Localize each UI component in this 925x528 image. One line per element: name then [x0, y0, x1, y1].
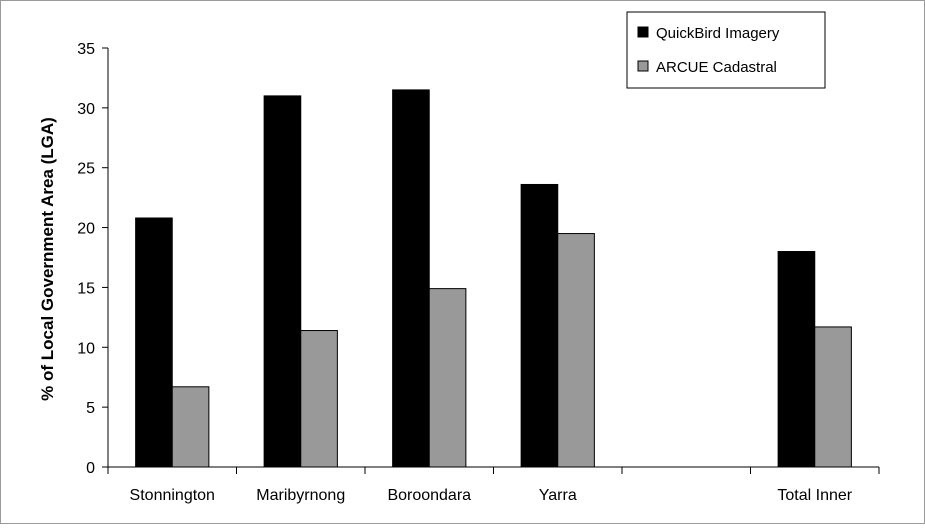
y-tick-label: 35 [77, 41, 95, 58]
legend-swatch-arcue-cadastral [637, 60, 649, 72]
y-tick-label: 20 [77, 221, 95, 238]
bar-arcue-cadastral-maribyrnong [300, 330, 338, 468]
x-tick-label-maribyrnong: Maribyrnong [256, 487, 345, 504]
bar-quickbird-imagery-stonnington [135, 217, 173, 468]
y-tick-label: 0 [86, 460, 95, 477]
legend-label-quickbird-imagery: QuickBird Imagery [656, 25, 780, 42]
bar-arcue-cadastral-total-inner [814, 326, 852, 468]
bar-quickbird-imagery-maribyrnong [263, 95, 302, 468]
x-tick-label-yarra: Yarra [539, 487, 577, 504]
legend-box [626, 11, 826, 89]
legend-label-arcue-cadastral: ARCUE Cadastral [656, 59, 777, 76]
bar-quickbird-imagery-boroondara [392, 89, 430, 468]
bars [135, 89, 852, 468]
y-tick-label: 5 [86, 400, 95, 417]
bar-quickbird-imagery-yarra [520, 183, 559, 468]
bar-arcue-cadastral-yarra [557, 233, 595, 468]
y-axis: 0 5 10 15 20 25 30 35 [77, 41, 109, 477]
bar-quickbird-imagery-total-inner [777, 251, 816, 468]
x-axis: Stonnington Maribyrnong Boroondara Yarra Tot… [107, 466, 880, 504]
legend-swatch-quickbird-imagery [637, 26, 649, 38]
y-axis-label: % of Local Government Area (LGA) [38, 117, 57, 401]
y-tick-label: 25 [77, 161, 95, 178]
legend: QuickBird Imagery ARCUE Cadastral [626, 11, 826, 89]
bar-arcue-cadastral-boroondara [428, 288, 467, 468]
x-tick-label-total-inner: Total Inner [777, 487, 852, 504]
x-tick-label-stonnington: Stonnington [130, 487, 215, 504]
x-tick-label-boroondara: Boroondara [387, 487, 471, 504]
y-tick-label: 30 [77, 101, 95, 118]
y-tick-label: 10 [77, 340, 95, 357]
y-tick-label: 15 [77, 280, 95, 297]
bar-arcue-cadastral-stonnington [171, 386, 210, 468]
